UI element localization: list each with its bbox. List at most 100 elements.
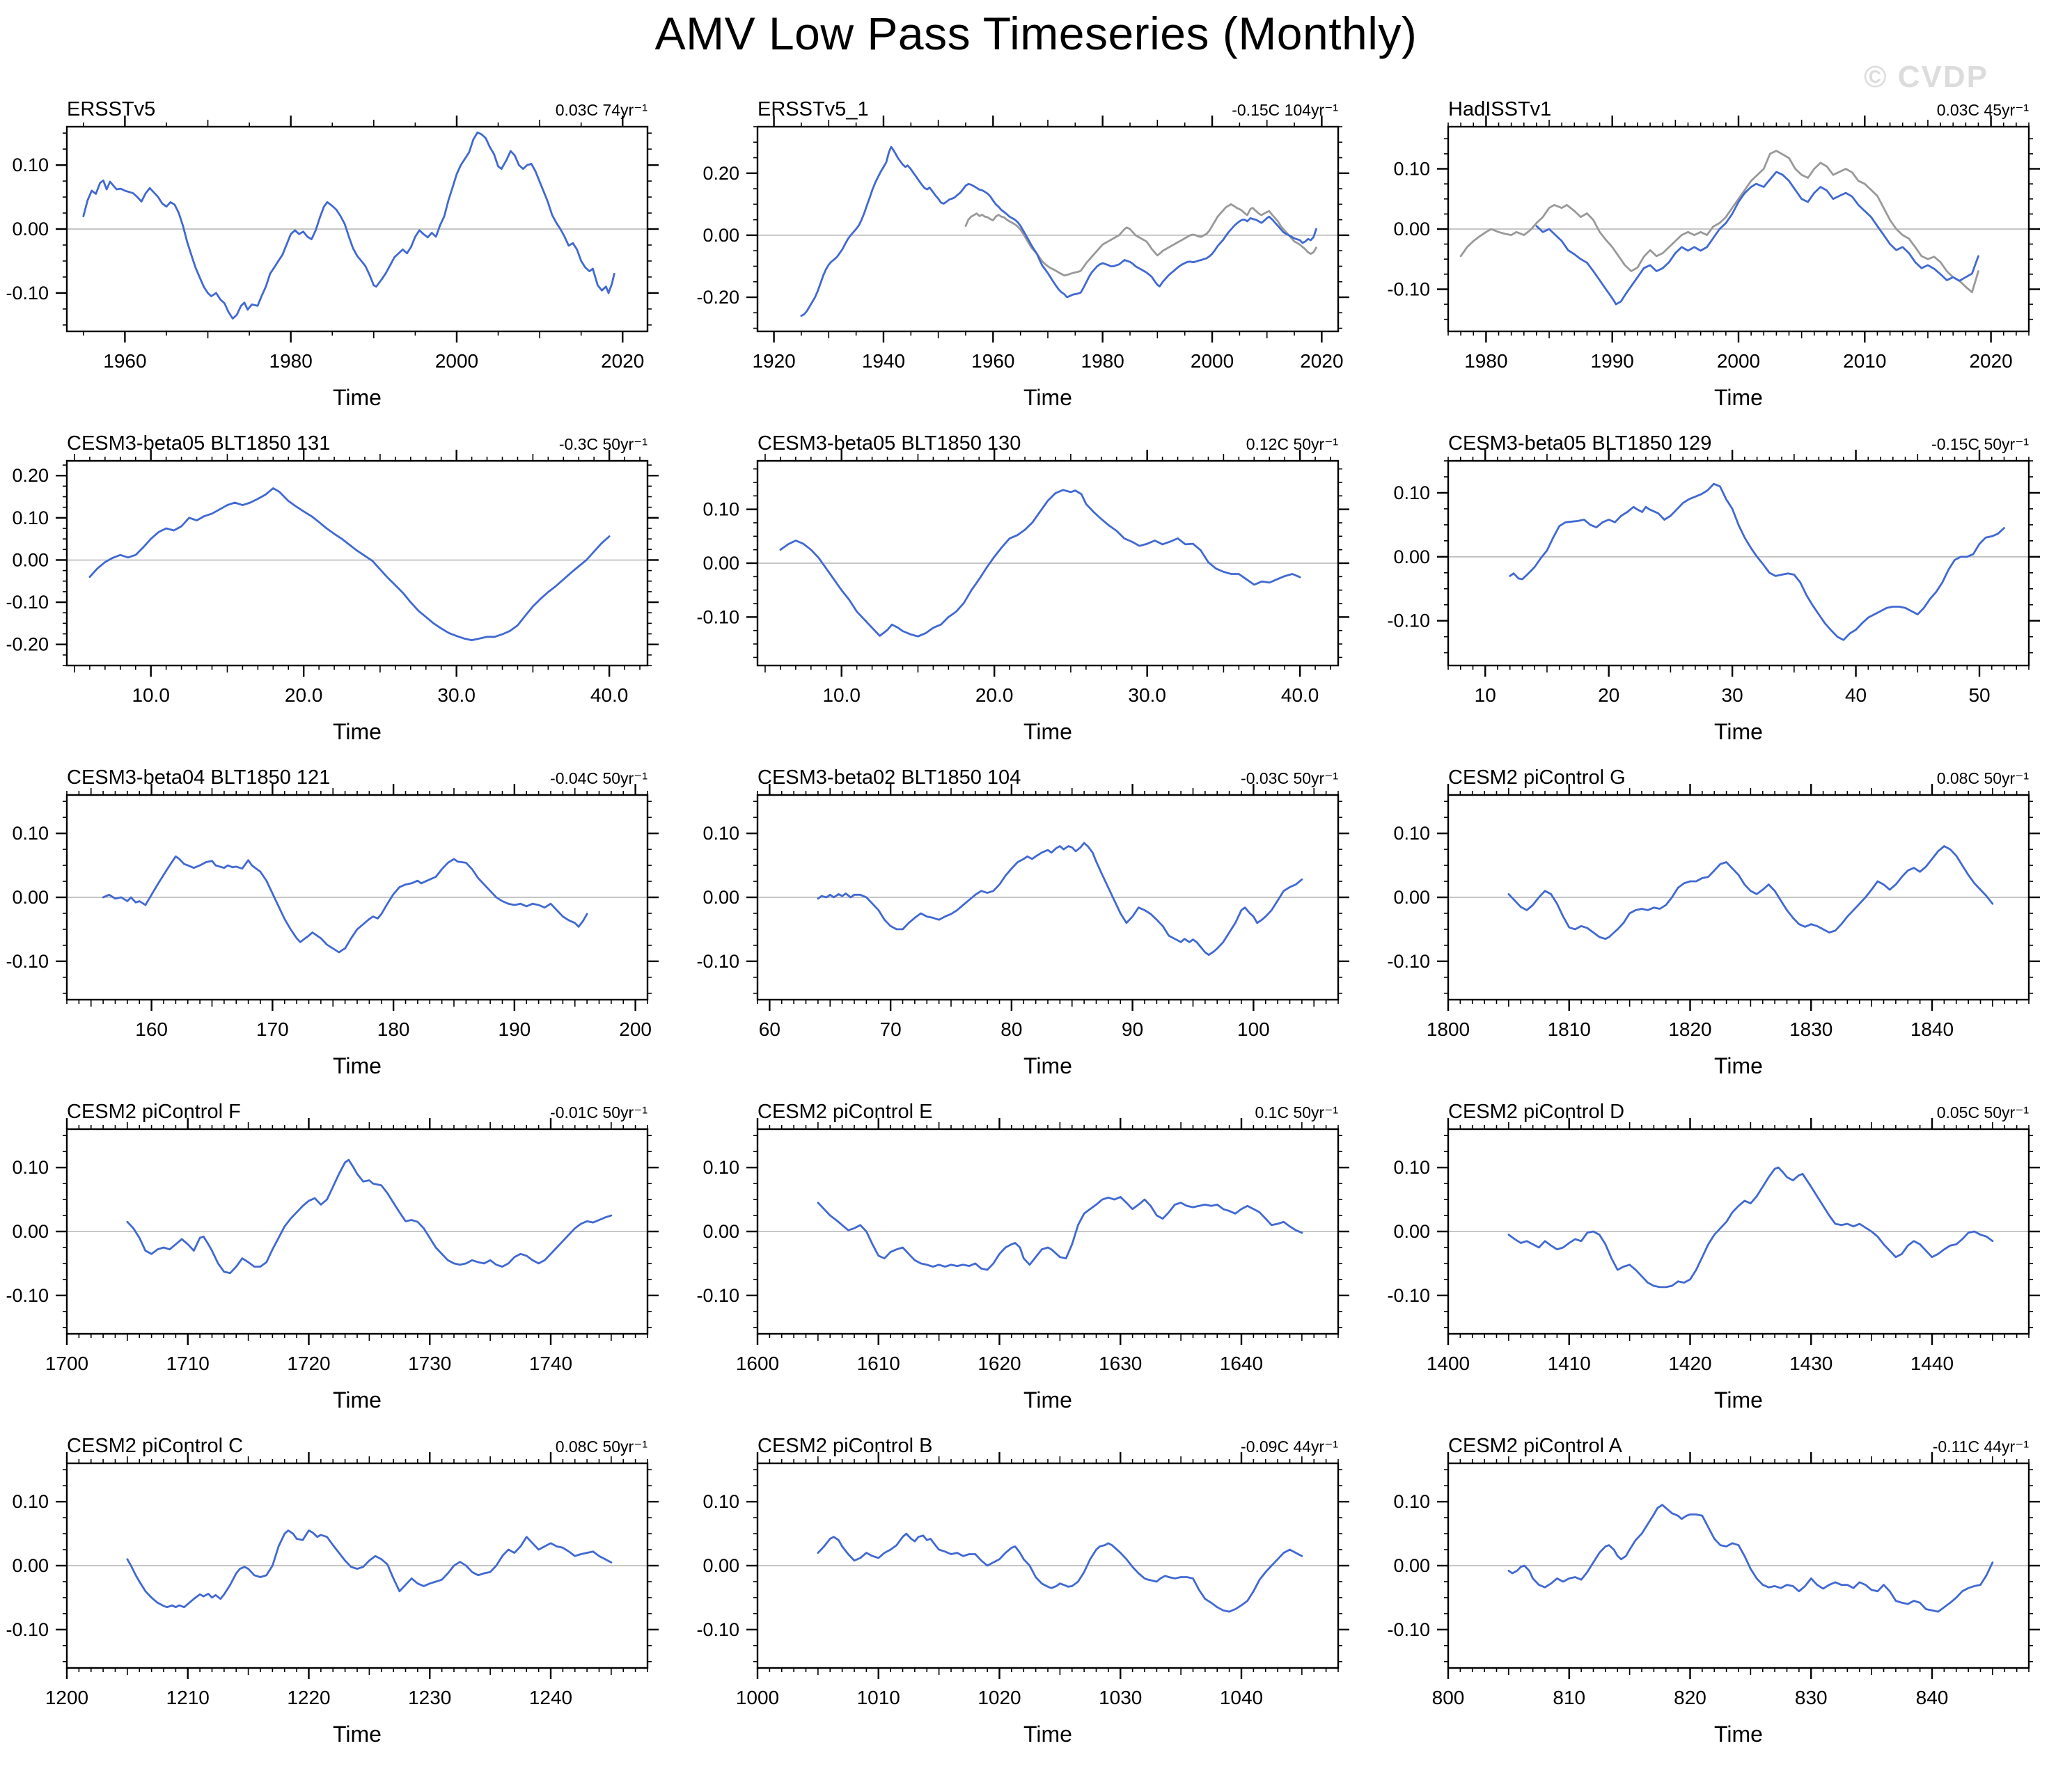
panel-title: CESM2 piControl E <box>758 1101 932 1123</box>
time-axis-label: Time <box>333 385 382 410</box>
x-tick-label: 30.0 <box>1128 684 1166 706</box>
x-tick-label: 820 <box>1674 1687 1706 1708</box>
series-group <box>779 489 1301 638</box>
time-axis-label: Time <box>333 719 382 744</box>
panel-cesm3_beta05_129-chart: 10 20 30 40 50 -0.10 0.00 0.10 CESM3-beta05 BLT1… <box>1387 432 2040 744</box>
ticks <box>56 450 659 677</box>
x-tick-label: 20.0 <box>285 684 323 706</box>
y-tick-label: -0.10 <box>6 1285 49 1306</box>
x-tick-label: 100 <box>1237 1018 1270 1040</box>
x-tick-label: 30 <box>1722 684 1743 706</box>
panel-cesm2_picontrol_c-chart: 1200 1210 1220 1230 1240 -0.10 0.00 0.10 CESM2 p… <box>6 1435 659 1747</box>
time-axis-label: Time <box>333 1387 382 1412</box>
x-tick-label: 2020 <box>601 350 644 372</box>
x-tick-label: 1800 <box>1427 1018 1470 1040</box>
series-line-primary <box>126 1529 613 1609</box>
y-tick-label: -0.20 <box>696 287 739 308</box>
time-axis-label: Time <box>1023 719 1072 744</box>
series-line-primary <box>126 1158 613 1275</box>
y-tick-label: 0.10 <box>1393 159 1430 180</box>
time-axis-label: Time <box>1023 385 1072 410</box>
y-tick-label: 0.10 <box>1393 1157 1430 1178</box>
time-axis-label: Time <box>1023 1722 1072 1747</box>
ticks <box>746 450 1349 677</box>
page-title: AMV Low Pass Timeseries (Monthly) <box>654 8 1418 59</box>
x-tick-label: 170 <box>256 1018 289 1040</box>
series-group <box>1459 150 1979 306</box>
trend-label: -0.09C 44yr⁻¹ <box>1241 1438 1338 1456</box>
x-tick-label: 1990 <box>1591 350 1634 372</box>
panel-cesm3_beta04_121-chart: 160 170 180 190 200 -0.10 0.00 0.10 CESM3-beta04… <box>6 766 659 1078</box>
ticks <box>56 784 659 1011</box>
trend-label: 0.03C 45yr⁻¹ <box>1937 101 2030 119</box>
y-tick-label: 0.00 <box>12 1555 49 1576</box>
series-line-primary <box>1535 171 1979 306</box>
x-tick-label: 800 <box>1432 1687 1465 1708</box>
x-tick-label: 2010 <box>1843 350 1886 372</box>
series-group <box>126 1529 613 1609</box>
ticks <box>56 1452 659 1679</box>
series-group <box>1509 482 2005 641</box>
x-tick-label: 1630 <box>1099 1353 1142 1374</box>
x-tick-label: 830 <box>1795 1687 1828 1708</box>
x-tick-label: 810 <box>1553 1687 1585 1708</box>
ticks <box>746 116 1349 343</box>
panel-cesm2_picontrol_d: 1400 1410 1420 1430 1440 -0.10 0.00 0.10 CESM2 p… <box>1381 1097 2072 1431</box>
panel-cesm3_beta05_131: 10.0 20.0 30.0 40.0 -0.20 -0.10 0.00 0.10 0.20 CE… <box>0 429 691 763</box>
panel-title: HadISSTv1 <box>1448 98 1551 120</box>
x-tick-label: 10 <box>1475 684 1496 706</box>
y-tick-label: 0.10 <box>703 1491 739 1512</box>
y-tick-label: 0.00 <box>1393 1221 1430 1242</box>
x-tick-label: 40 <box>1845 684 1867 706</box>
x-tick-label: 30.0 <box>437 684 476 706</box>
y-tick-label: -0.10 <box>1387 1619 1430 1640</box>
y-tick-label: -0.10 <box>6 592 49 613</box>
y-tick-label: -0.10 <box>696 1285 739 1306</box>
series-group <box>88 487 611 642</box>
time-axis-label: Time <box>1714 385 1763 410</box>
panel-title: CESM3-beta05 BLT1850 131 <box>67 432 330 455</box>
ticks <box>746 784 1349 1011</box>
trend-label: 0.08C 50yr⁻¹ <box>556 1438 648 1456</box>
panel-cesm2_picontrol_a-chart: 800 810 820 830 840 -0.10 0.00 0.10 CESM2 piCont… <box>1387 1435 2040 1747</box>
x-tick-label: 1010 <box>857 1687 900 1708</box>
x-tick-label: 1810 <box>1548 1018 1591 1040</box>
x-tick-label: 1730 <box>408 1353 451 1374</box>
panel-title: CESM3-beta04 BLT1850 121 <box>67 766 330 789</box>
panel-title: CESM3-beta05 BLT1850 129 <box>1448 432 1711 455</box>
ticks <box>56 1118 659 1345</box>
y-tick-label: 0.00 <box>703 1221 739 1242</box>
panel-cesm2_picontrol_a: 800 810 820 830 840 -0.10 0.00 0.10 CESM2 piCont… <box>1381 1431 2072 1765</box>
y-tick-label: 0.00 <box>703 887 739 908</box>
panel-ersstv5_1-chart: 1920 1940 1960 1980 2000 2020 -0.20 0.00 0.20 ERS… <box>696 98 1349 410</box>
series-line-primary <box>1507 845 1994 940</box>
x-tick-label: 2020 <box>1300 350 1343 372</box>
x-tick-label: 70 <box>880 1018 902 1040</box>
trend-label: 0.05C 50yr⁻¹ <box>1937 1103 2030 1121</box>
y-tick-label: 0.00 <box>1393 1555 1430 1576</box>
x-tick-label: 40.0 <box>590 684 629 706</box>
x-tick-label: 1830 <box>1789 1018 1832 1040</box>
trend-label: -0.15C 104yr⁻¹ <box>1232 101 1338 119</box>
series-line-primary <box>102 855 588 954</box>
y-tick-label: 0.10 <box>703 823 739 844</box>
time-axis-label: Time <box>1714 1387 1763 1412</box>
y-tick-label: 0.00 <box>12 887 49 908</box>
ticks <box>1437 450 2040 677</box>
time-axis-label: Time <box>1714 719 1763 744</box>
trend-label: -0.15C 50yr⁻¹ <box>1931 435 2029 453</box>
panel-cesm2_picontrol_e: 1600 1610 1620 1630 1640 -0.10 0.00 0.10 CESM2 p… <box>691 1097 1381 1431</box>
series-group <box>817 1532 1303 1613</box>
x-tick-label: 1240 <box>529 1687 572 1708</box>
series-line-primary <box>817 1195 1303 1271</box>
panel-title: CESM2 piControl B <box>758 1435 932 1457</box>
panel-cesm2_picontrol_b: 1000 1010 1020 1030 1040 -0.10 0.00 0.10 CESM2 p… <box>691 1431 1381 1765</box>
panel-title: ERSSTv5_1 <box>758 98 869 120</box>
plot-box <box>756 125 1340 333</box>
panel-cesm3_beta05_129: 10 20 30 40 50 -0.10 0.00 0.10 CESM3-beta05 BLT1… <box>1381 429 2072 763</box>
x-tick-label: 90 <box>1122 1018 1143 1040</box>
y-tick-label: 0.10 <box>12 1157 49 1178</box>
y-tick-label: -0.10 <box>696 606 739 627</box>
panel-cesm3_beta04_121: 160 170 180 190 200 -0.10 0.00 0.10 CESM3-beta04… <box>0 763 691 1097</box>
